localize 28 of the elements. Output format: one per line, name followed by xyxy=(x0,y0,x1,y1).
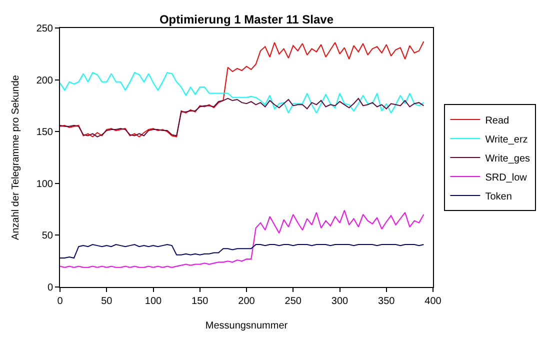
line-series xyxy=(60,40,424,138)
x-tick-label: 100 xyxy=(144,296,162,307)
line-series xyxy=(60,72,424,114)
x-tick-label: 400 xyxy=(424,296,442,307)
line-series xyxy=(60,210,424,268)
legend-label: Read xyxy=(485,115,510,126)
x-tick-label: 0 xyxy=(57,296,64,307)
y-tick-label: 200 xyxy=(36,75,54,86)
x-axis-title: Messungsnummer xyxy=(205,320,288,332)
y-axis-title: Anzahl der Telegramme pro Sekunde xyxy=(10,74,22,240)
legend-label: Write_erz xyxy=(485,134,528,146)
y-tick-label: 150 xyxy=(36,127,54,138)
line-series xyxy=(60,98,424,138)
x-tick-label: 150 xyxy=(192,296,209,307)
line-series xyxy=(60,244,424,258)
y-tick-label: 100 xyxy=(36,178,54,190)
legend-label: Write_ges xyxy=(485,153,530,164)
x-tick-label: 350 xyxy=(378,296,396,307)
x-tick-label: 50 xyxy=(101,296,113,307)
chart-title: Optimierung 1 Master 11 Slave xyxy=(159,12,334,27)
y-tick-label: 0 xyxy=(47,282,54,294)
y-tick-label: 50 xyxy=(42,230,54,242)
x-tick-label: 300 xyxy=(331,296,349,307)
x-tick-label: 250 xyxy=(284,296,302,307)
x-tick-label: 200 xyxy=(238,296,256,307)
legend-label: SRD_low xyxy=(485,172,528,184)
legend-label: Token xyxy=(485,191,512,202)
y-tick-label: 250 xyxy=(36,24,54,34)
